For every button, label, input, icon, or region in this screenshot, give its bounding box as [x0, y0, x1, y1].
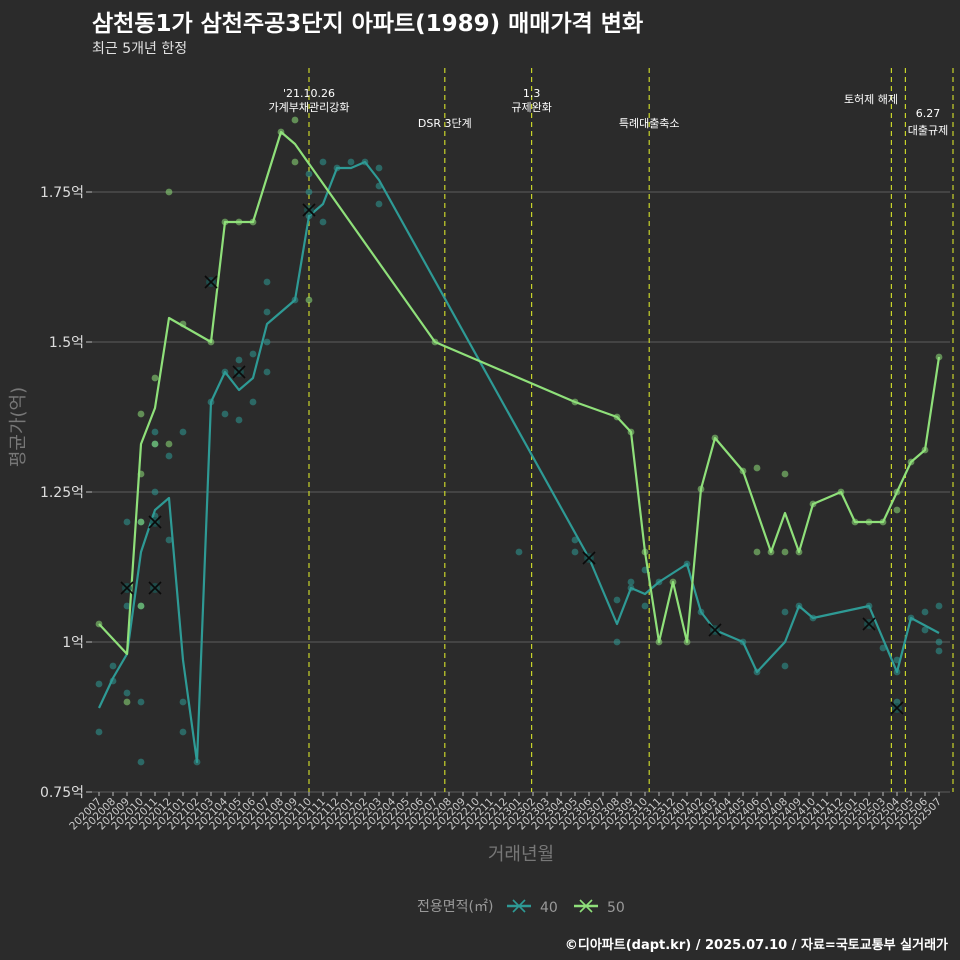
policy-annotation: 6.27	[916, 107, 941, 120]
data-point-40	[165, 452, 173, 460]
cross-marker-40	[890, 701, 904, 715]
data-point-40	[781, 608, 789, 616]
data-point-40	[137, 758, 145, 766]
data-point-40	[263, 368, 271, 376]
cross-marker-40	[862, 617, 876, 631]
data-point-40	[921, 626, 929, 634]
policy-annotation: 특례대출축소	[619, 117, 680, 130]
data-point-40	[263, 308, 271, 316]
data-point-40	[305, 170, 313, 178]
data-point-40	[249, 350, 257, 358]
data-point-50	[291, 116, 299, 124]
data-point-40	[375, 164, 383, 172]
data-point-40	[613, 596, 621, 604]
cross-marker-40	[232, 365, 246, 379]
data-point-40	[319, 158, 327, 166]
y-tick-label: 0.75억	[40, 785, 84, 801]
data-point-40	[935, 638, 943, 646]
data-point-40	[165, 536, 173, 544]
cross-marker-40	[120, 581, 134, 595]
data-point-40	[305, 188, 313, 196]
data-point-40	[571, 548, 579, 556]
cross-marker-50	[302, 203, 316, 217]
data-point-40	[151, 488, 159, 496]
legend-cross-50	[579, 899, 593, 913]
legend-cross-40	[512, 899, 526, 913]
data-point-40	[235, 356, 243, 364]
data-point-50	[151, 374, 159, 382]
data-point-50	[137, 410, 145, 418]
policy-annotation: 대출규제	[908, 124, 948, 137]
series-line-40	[98, 160, 940, 764]
cross-marker-40	[148, 581, 162, 595]
legend-title: 전용면적(㎡)	[417, 899, 493, 915]
data-point-40	[179, 428, 187, 436]
data-point-50	[753, 548, 761, 556]
y-tick-label: 1.5억	[49, 335, 84, 351]
data-point-40	[515, 548, 523, 556]
cross-marker-40	[148, 515, 162, 529]
source-caption: ©디아파트(dapt.kr) / 2025.07.10 / 자료=국토교통부 실…	[564, 938, 948, 953]
data-point-40	[249, 398, 257, 406]
data-point-40	[179, 728, 187, 736]
data-point-50	[305, 296, 313, 304]
policy-annotation: 규제완화	[511, 101, 551, 114]
data-point-40	[95, 728, 103, 736]
y-axis-title: 평균가(억)	[8, 387, 29, 467]
data-point-40	[879, 644, 887, 652]
data-point-40	[781, 662, 789, 670]
x-axis-title: 거래년월	[488, 844, 554, 865]
cross-marker-40	[582, 551, 596, 565]
data-point-50	[165, 440, 173, 448]
data-point-50	[781, 548, 789, 556]
cross-marker-50	[204, 275, 218, 289]
data-point-50	[137, 518, 145, 526]
data-point-40	[571, 536, 579, 544]
data-point-50	[291, 158, 299, 166]
data-point-40	[347, 158, 355, 166]
data-point-40	[179, 698, 187, 706]
data-point-40	[263, 338, 271, 346]
data-point-50	[137, 602, 145, 610]
policy-annotation: '21.10.26	[283, 87, 335, 100]
legend-label-40: 40	[540, 900, 558, 916]
y-tick-label: 1.75억	[40, 185, 84, 201]
policy-annotation: 1.3	[523, 87, 541, 100]
policy-annotation: DSR 3단계	[418, 117, 472, 130]
y-tick-label: 1억	[62, 635, 84, 651]
data-point-40	[641, 602, 649, 610]
data-point-40	[95, 680, 103, 688]
data-point-40	[109, 662, 117, 670]
data-point-40	[221, 410, 229, 418]
cross-marker-40	[708, 623, 722, 637]
data-point-40	[151, 428, 159, 436]
data-point-50	[893, 506, 901, 514]
data-point-40	[935, 647, 943, 655]
chart-subtitle: 최근 5개년 한정	[92, 41, 188, 57]
data-point-40	[263, 278, 271, 286]
data-point-40	[235, 416, 243, 424]
data-point-50	[151, 440, 159, 448]
data-point-50	[781, 470, 789, 478]
data-point-40	[921, 608, 929, 616]
data-point-40	[319, 218, 327, 226]
data-point-40	[627, 578, 635, 586]
chart-title: 삼천동1가 삼천주공3단지 아파트(1989) 매매가격 변화	[92, 11, 644, 37]
policy-annotation: 가계부채관리강화	[269, 101, 350, 114]
data-point-40	[137, 698, 145, 706]
series-line-50	[98, 130, 941, 656]
y-tick-label: 1.25억	[40, 485, 84, 501]
data-point-50	[165, 188, 173, 196]
data-point-40	[613, 638, 621, 646]
data-point-40	[123, 689, 131, 697]
data-point-40	[375, 200, 383, 208]
data-point-50	[753, 464, 761, 472]
data-point-40	[123, 602, 131, 610]
data-point-40	[123, 518, 131, 526]
data-point-40	[935, 602, 943, 610]
policy-annotation: 토허제 해제	[844, 92, 898, 106]
data-point-50	[123, 698, 131, 706]
legend-label-50: 50	[607, 900, 625, 916]
